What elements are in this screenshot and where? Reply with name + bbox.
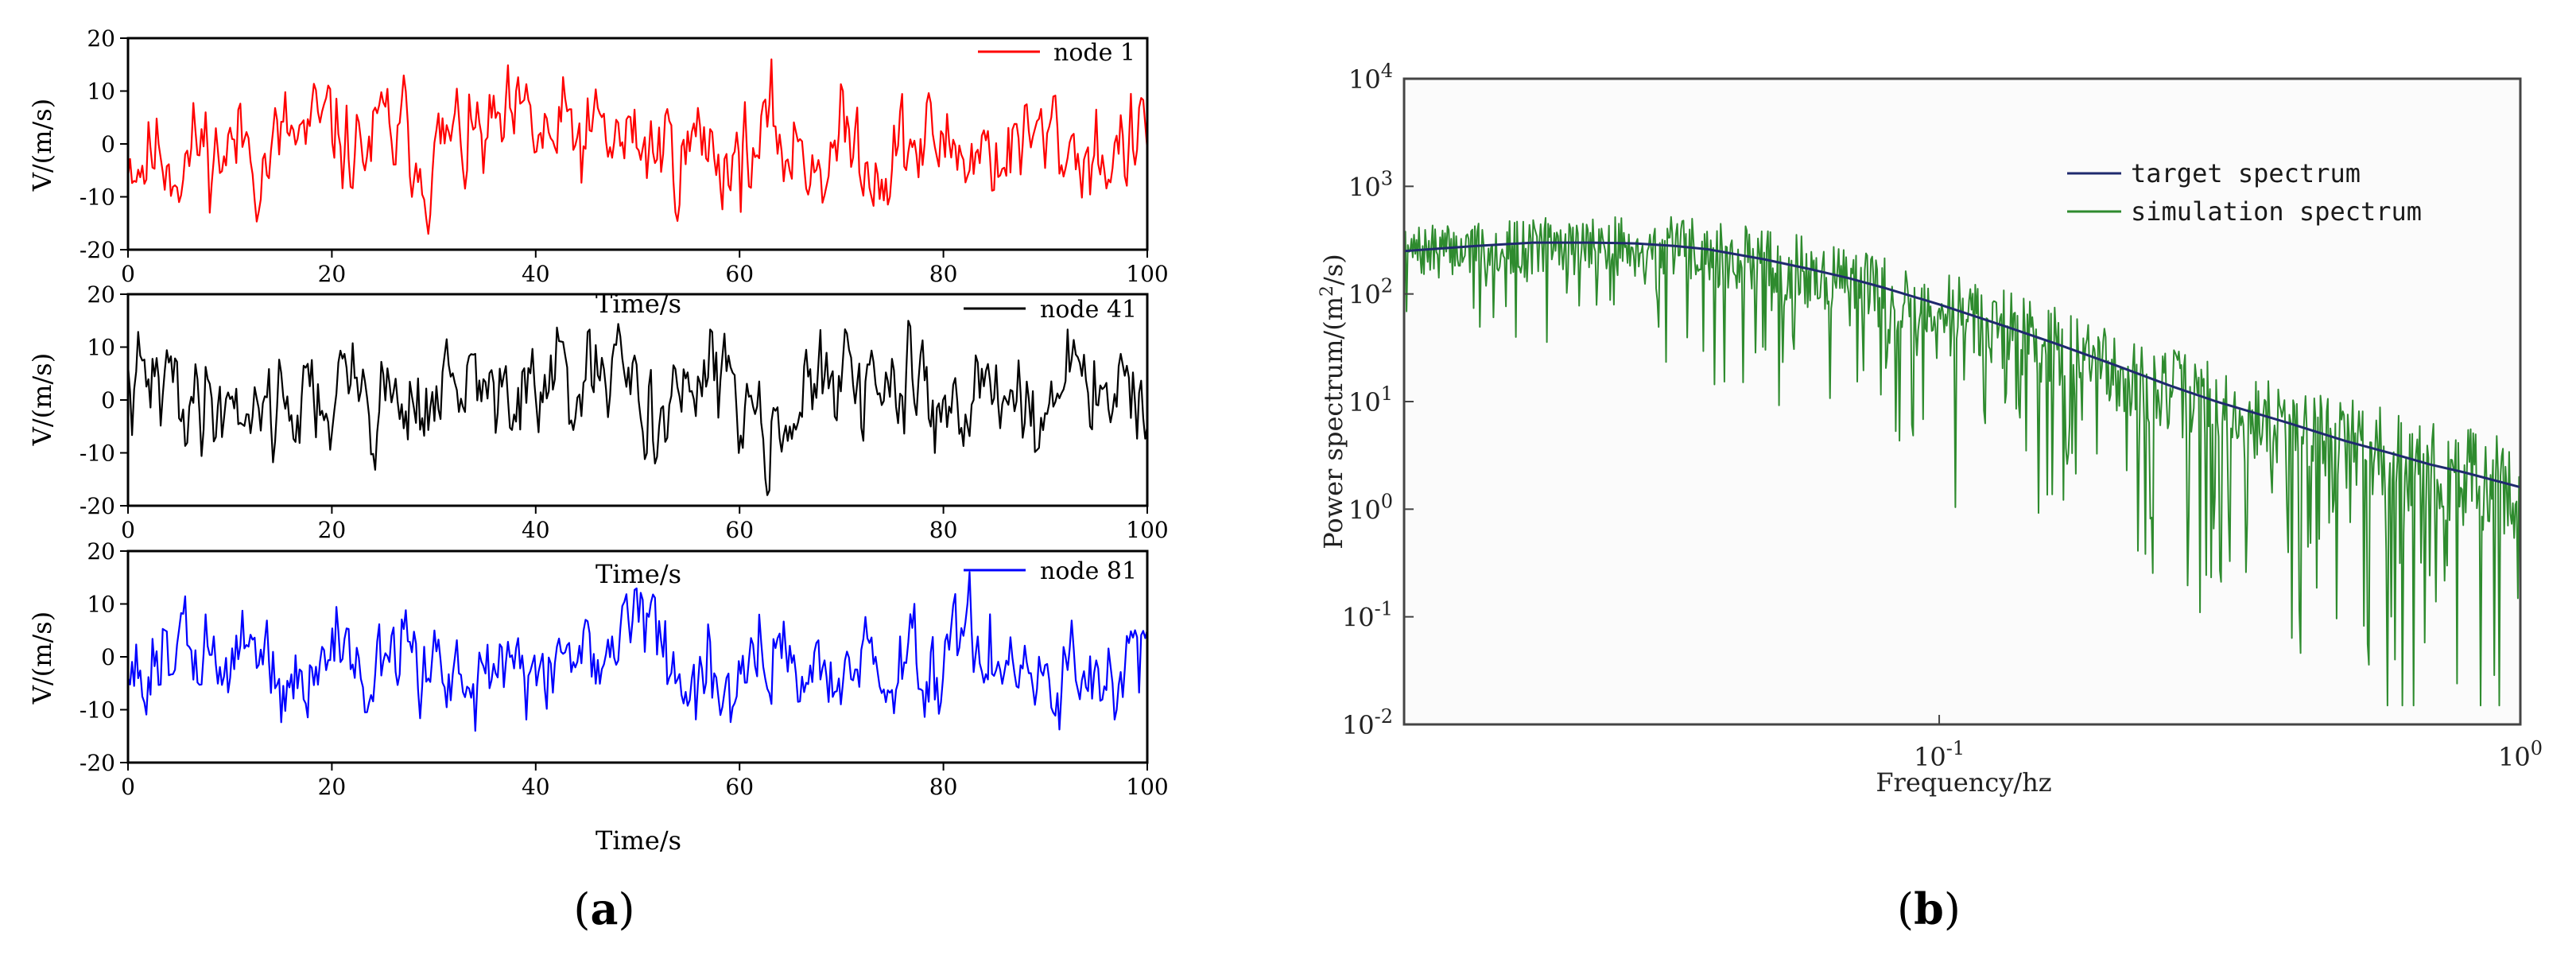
x-tick-label: 10-1 <box>1914 737 1965 772</box>
spectrum-legend: target spectrum simulation spectrum <box>2067 158 2422 227</box>
y-tick-label: 10 <box>87 592 115 618</box>
ylabel-node-41: V/(m/s) <box>27 353 57 446</box>
legend-label-node-1: node 1 <box>1053 39 1135 67</box>
series-line-node-1 <box>126 58 1149 235</box>
y-tick-label: -20 <box>80 237 115 263</box>
x-ticks-node-41: 0 20 40 60 80 100 <box>121 506 1169 543</box>
x-tick-label: 20 <box>318 774 347 800</box>
spectrum-ylabel: Power spectrum/(m2/s) <box>1317 254 1348 549</box>
x-tick-label: 80 <box>929 261 958 287</box>
spectrum-y-ticks: 104 103 102 101 100 10-1 10-2 <box>1342 60 1414 740</box>
caption-a: (a) <box>573 883 634 934</box>
spectrum-xlabel: Frequency/hz <box>1876 767 2051 798</box>
x-tick-label: 20 <box>318 517 347 543</box>
y-tick-label: 10-2 <box>1342 705 1393 740</box>
y-ticks-node-81: 20 10 0 -10 -20 <box>80 538 128 776</box>
y-tick-label: 10 <box>87 79 115 105</box>
y-ticks-node-41: 20 10 0 -10 -20 <box>80 281 128 519</box>
spectrum-plot-background <box>1404 79 2520 724</box>
x-ticks-node-1: 0 20 40 60 80 100 <box>121 250 1169 287</box>
caption-b: (b) <box>1897 883 1961 934</box>
y-tick-label: 0 <box>101 131 115 157</box>
legend-label-node-81: node 81 <box>1040 557 1137 585</box>
y-tick-label: -10 <box>80 441 115 467</box>
x-tick-label: 100 <box>1126 261 1168 287</box>
y-ticks-node-1: 20 10 0 -10 -20 <box>80 25 128 263</box>
y-tick-label: -10 <box>80 184 115 211</box>
x-tick-label: 40 <box>522 774 550 800</box>
x-tick-label: 40 <box>522 261 550 287</box>
y-tick-label: 20 <box>87 538 115 565</box>
x-tick-label: 80 <box>929 517 958 543</box>
plot-frame-node-81 <box>126 549 1149 764</box>
ylabel-node-81: V/(m/s) <box>27 612 57 705</box>
y-tick-label: 104 <box>1348 60 1393 95</box>
x-tick-label: 40 <box>522 517 550 543</box>
y-tick-label: -10 <box>80 697 115 724</box>
x-tick-label: 80 <box>929 774 958 800</box>
x-tick-label: 100 <box>2498 737 2543 772</box>
legend-label-node-41: node 41 <box>1040 296 1137 324</box>
legend-label-simulation-spectrum: simulation spectrum <box>2131 196 2422 227</box>
y-tick-label: 20 <box>87 25 115 52</box>
x-tick-label: 0 <box>121 774 135 800</box>
spectrum-plot-frame <box>1402 77 2522 726</box>
y-tick-label: -20 <box>80 493 115 519</box>
x-tick-label: 0 <box>121 261 135 287</box>
plot-frame-node-41 <box>126 293 1149 507</box>
x-tick-label: 20 <box>318 261 347 287</box>
x-tick-label: 60 <box>725 774 754 800</box>
y-tick-label: 20 <box>87 281 115 308</box>
panel-b-power-spectrum: 104 103 102 101 100 10-1 10-2 10-1 100 target s… <box>1317 60 2543 934</box>
series-line-node-81 <box>126 571 1149 732</box>
spectrum-x-ticks: 10-1 100 <box>1914 715 2543 772</box>
x-tick-label: 100 <box>1126 774 1168 800</box>
y-tick-label: -20 <box>80 750 115 776</box>
y-tick-label: 0 <box>101 387 115 413</box>
xlabel-node-81: Time/s <box>596 825 681 856</box>
y-tick-label: 102 <box>1348 275 1393 310</box>
plot-frame-node-1 <box>126 37 1149 251</box>
x-ticks-node-81: 0 20 40 60 80 100 <box>121 763 1169 800</box>
series-line-target-spectrum <box>1403 241 2521 489</box>
y-tick-label: 101 <box>1348 382 1393 417</box>
y-tick-label: 103 <box>1348 167 1393 202</box>
y-tick-label: 0 <box>101 644 115 670</box>
x-tick-label: 60 <box>725 517 754 543</box>
legend-label-target-spectrum: target spectrum <box>2131 158 2361 188</box>
x-tick-label: 0 <box>121 517 135 543</box>
x-tick-label: 100 <box>1126 517 1168 543</box>
spectrum-curves <box>1403 215 2521 707</box>
series-line-node-41 <box>126 320 1149 496</box>
xlabel-node-41: Time/s <box>596 559 681 589</box>
y-tick-label: 10-1 <box>1342 598 1393 633</box>
x-tick-label: 60 <box>725 261 754 287</box>
y-tick-label: 10 <box>87 335 115 361</box>
y-tick-label: 100 <box>1348 490 1393 525</box>
ylabel-node-1: V/(m/s) <box>27 99 57 192</box>
